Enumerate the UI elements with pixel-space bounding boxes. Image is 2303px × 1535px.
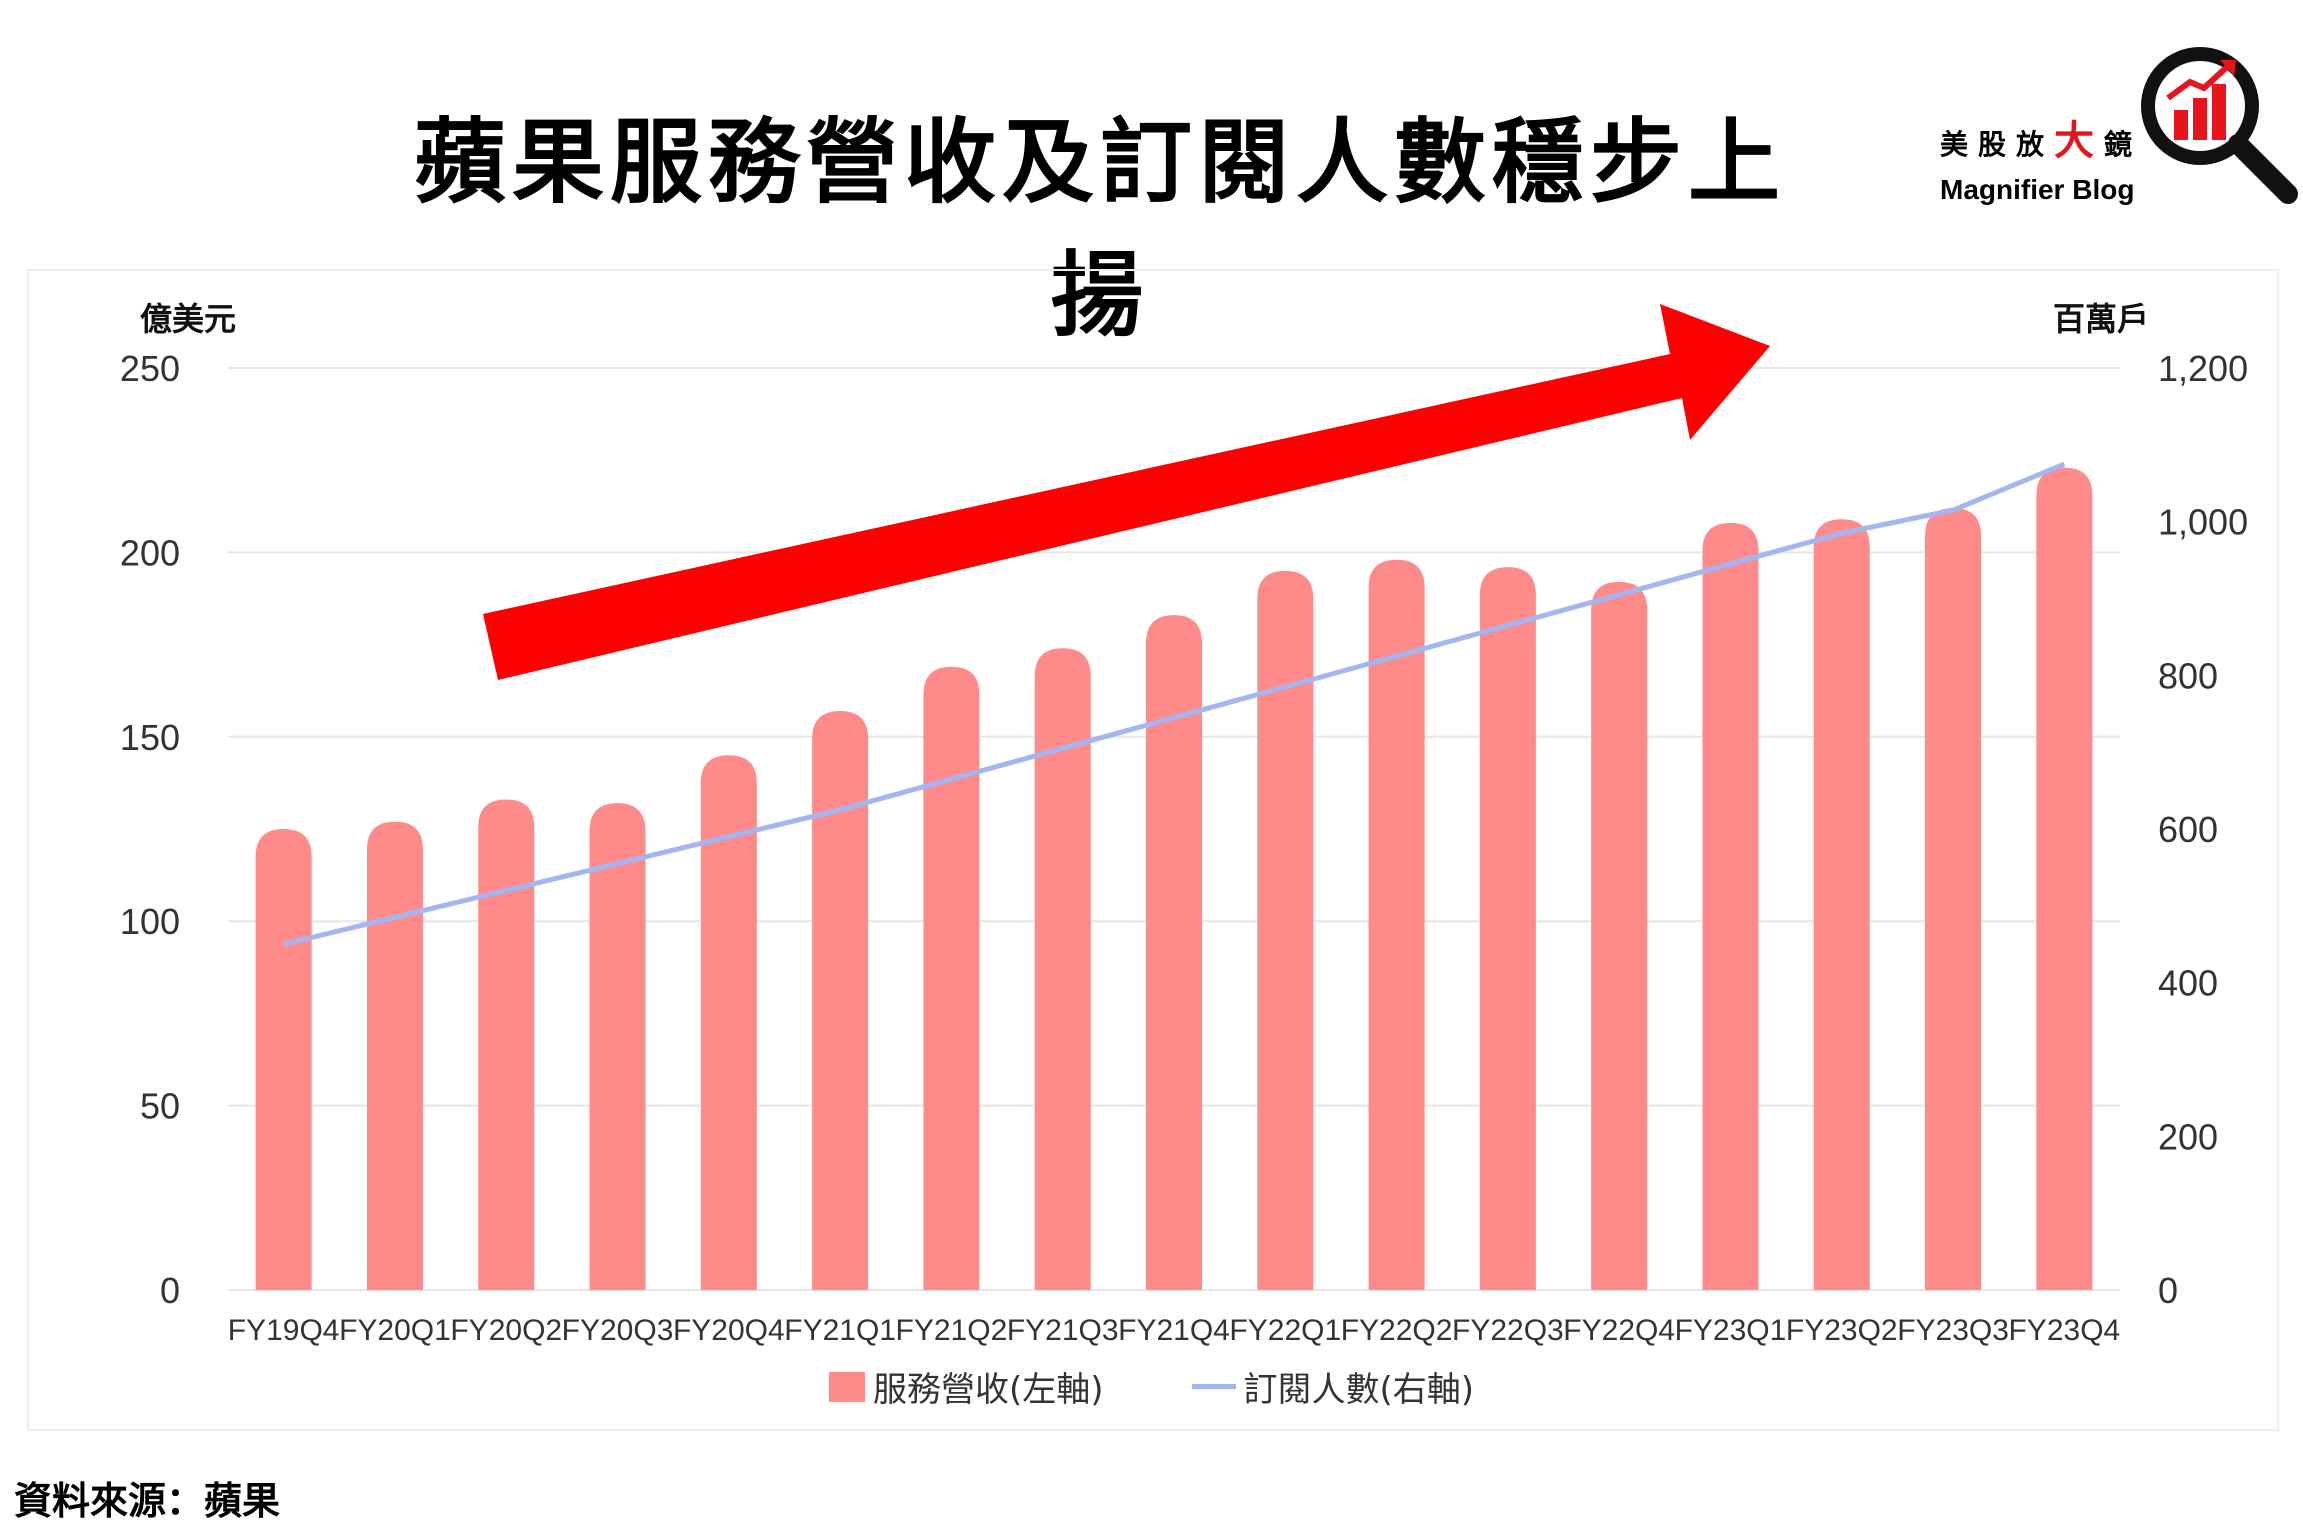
y-right-tick-label: 1,200 [2158,348,2248,389]
revenue-bar [1034,648,1091,1290]
brand-logo-text: 美股放大鏡 Magnifier Blog [1940,108,2142,206]
bar-series [255,467,2093,1290]
x-tick-label: FY22Q1 [1229,1314,1341,1347]
y-left-tick-label: 50 [140,1086,180,1127]
legend-line-swatch [1191,1384,1236,1389]
y-right-ticks: 0 200 400 600 800 1,000 1,200 [2158,348,2248,1311]
y-right-tick-label: 400 [2158,963,2218,1004]
x-tick-label: FY20Q1 [339,1314,451,1347]
x-tick-label: FY20Q4 [673,1314,785,1347]
y-right-tick-label: 0 [2158,1270,2178,1311]
magnifier-logo-icon [2141,47,2298,204]
x-tick-label: FY22Q2 [1341,1314,1453,1347]
x-tick-label: FY21Q2 [896,1314,1008,1347]
source-note: 資料來源：蘋果 [14,1479,281,1523]
brand-chinese-name: 美股放大鏡 [1940,108,2142,166]
y-right-tick-label: 1,000 [2158,502,2248,543]
x-axis-ticks: FY19Q4 FY20Q1 FY20Q2 FY20Q3 FY20Q4 FY21Q1 FY21… [228,1314,2120,1347]
legend: 服務營收(左軸) 訂閱人數(右軸) [0,1362,2303,1411]
legend-item-revenue: 服務營收(左軸) [828,1362,1104,1411]
x-tick-label: FY23Q3 [1897,1314,2009,1347]
revenue-bar [1479,567,1536,1290]
y-right-tick-label: 600 [2158,809,2218,850]
x-tick-label: FY19Q4 [228,1314,340,1347]
trend-arrow [483,304,1770,680]
brand-english-name: Magnifier Blog [1940,174,2135,205]
legend-label-revenue: 服務營收(左軸) [872,1370,1104,1410]
revenue-bar [1702,522,1759,1290]
revenue-bar [589,803,646,1290]
brand-cn-big: 大 [2054,118,2105,164]
x-tick-label: FY21Q3 [1007,1314,1119,1347]
x-tick-label: FY22Q4 [1563,1314,1675,1347]
subscriber-line [283,461,2066,947]
y-left-tick-label: 100 [120,901,180,942]
revenue-bar [923,666,980,1290]
revenue-bar [255,829,312,1290]
x-tick-label: FY21Q4 [1118,1314,1230,1347]
chart-title: 蘋果服務營收及訂閱人數穩步上揚 [413,109,1786,349]
revenue-bar [1368,559,1425,1290]
revenue-bar [1813,519,1870,1290]
x-tick-label: FY23Q4 [2008,1314,2120,1347]
x-tick-label: FY21Q1 [784,1314,896,1347]
revenue-bar [478,799,535,1290]
y-right-tick-label: 200 [2158,1116,2218,1157]
chart-area-border [27,269,2279,1431]
revenue-bar [1257,570,1314,1290]
y-left-tick-label: 150 [120,717,180,758]
x-tick-label: FY20Q2 [450,1314,562,1347]
revenue-bar [1146,615,1202,1290]
y-left-tick-label: 0 [160,1270,180,1311]
y-left-tick-label: 250 [120,348,180,389]
x-tick-label: FY22Q3 [1452,1314,1564,1347]
y-left-ticks: 0 50 100 150 200 250 [120,348,180,1311]
legend-label-subscribers: 訂閱人數(右軸) [1243,1370,1475,1410]
revenue-bar [1591,581,1648,1290]
revenue-bar [366,821,423,1290]
y-left-tick-label: 200 [120,532,180,573]
revenue-bar [2036,467,2093,1290]
revenue-bar [812,710,869,1290]
y-right-tick-label: 800 [2158,655,2218,696]
x-tick-label: FY20Q3 [562,1314,674,1347]
x-tick-label: FY23Q2 [1786,1314,1898,1347]
revenue-bar [700,755,757,1290]
legend-item-subscribers: 訂閱人數(右軸) [1191,1362,1475,1411]
legend-bar-swatch [828,1371,865,1402]
revenue-bar [1925,508,1982,1290]
brand-cn-prefix: 美股放 [1940,128,2055,161]
y-left-axis-label: 億美元 [140,300,236,338]
x-tick-label: FY23Q1 [1675,1314,1787,1347]
y-right-axis-label: 百萬戶 [2053,300,2149,338]
brand-cn-suffix: 鏡 [2104,128,2143,161]
